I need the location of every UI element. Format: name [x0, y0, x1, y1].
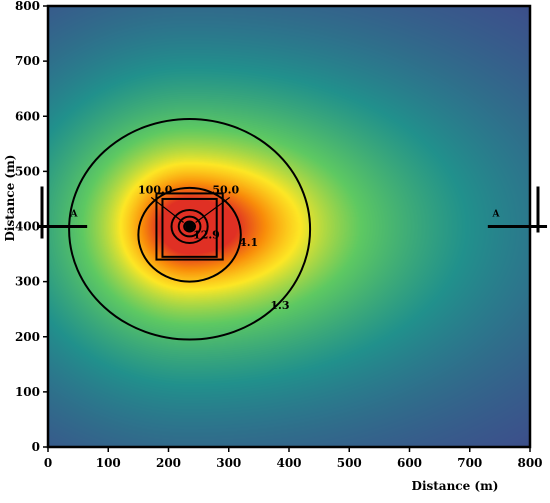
contour-label: 12.9	[193, 229, 220, 242]
contour-label: 4.1	[239, 236, 258, 249]
x-axis-title: Distance (m)	[412, 479, 499, 493]
building-outline	[155, 192, 224, 261]
x-tick-label: 400	[276, 456, 301, 470]
y-tick-label: 300	[15, 275, 40, 289]
x-tick-label: 100	[96, 456, 121, 470]
x-tick-label: 600	[397, 456, 422, 470]
building-outlines	[155, 192, 224, 261]
x-tick-label: 500	[337, 456, 362, 470]
contour-4-1	[137, 186, 242, 283]
contour-leader-line	[195, 196, 231, 223]
x-tick-label: 700	[457, 456, 482, 470]
y-tick-label: 700	[15, 54, 40, 68]
contour-12-9	[170, 208, 209, 245]
building-outline	[161, 197, 218, 258]
contour-leader-line	[150, 196, 184, 223]
x-tick-label: 0	[44, 456, 52, 470]
contour-100-0	[183, 220, 197, 233]
x-tick-label: 800	[517, 456, 542, 470]
source-point	[185, 222, 195, 231]
section-label-start: A	[70, 210, 79, 220]
x-axis-ticks: 0 100 200 300 400 500 600 700 800	[44, 447, 543, 470]
y-tick-label: 600	[15, 109, 40, 123]
contour-50-0	[177, 215, 202, 238]
y-tick-label: 200	[15, 330, 40, 344]
contour-label: 100.0	[138, 183, 173, 196]
contour-label: 50.0	[212, 183, 239, 196]
y-axis-title: Distance (m)	[3, 155, 17, 242]
contour-lines	[68, 118, 312, 341]
contour-labels: 100.0 50.0 12.9 4.1 1.3	[138, 183, 290, 312]
y-tick-label: 100	[15, 385, 40, 399]
y-tick-label: 400	[15, 220, 40, 234]
heatmap-field	[48, 6, 530, 447]
contour-label: 1.3	[270, 299, 289, 312]
x-tick-label: 300	[216, 456, 241, 470]
contour-1-3	[68, 118, 312, 341]
section-label-end: A	[492, 210, 501, 220]
y-tick-label: 800	[15, 0, 40, 13]
x-tick-label: 200	[156, 456, 181, 470]
y-tick-label: 0	[32, 440, 40, 454]
y-tick-label: 500	[15, 164, 40, 178]
y-axis-ticks: 0 100 200 300 400 500 600 700 800	[15, 0, 48, 454]
